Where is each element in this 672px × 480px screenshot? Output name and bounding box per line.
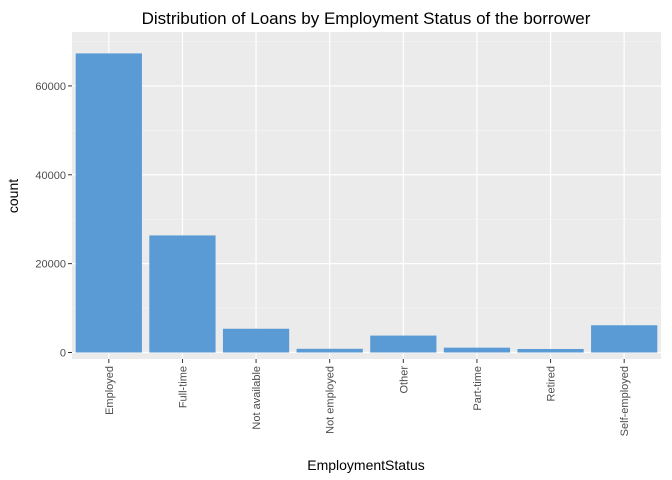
bar-full-time [149,235,216,353]
y-axis: 0 20000 40000 60000 [35,81,72,360]
x-tick-label: Employed [104,366,116,415]
x-axis: Employed Full-time Not available Not employ… [104,359,631,436]
bar-employed [75,53,142,353]
bar-not-available [222,328,290,353]
x-tick-label: Retired [546,366,558,401]
y-axis-title: count [5,179,21,213]
bar-other [370,335,437,353]
x-tick-label: Not employed [325,366,337,434]
bars [75,53,658,353]
x-tick-label: Other [398,366,410,394]
x-tick-label: Full-time [177,366,189,408]
bar-not-employed [296,348,363,353]
bar-part-time [443,347,511,353]
x-axis-title: EmploymentStatus [307,457,425,473]
x-tick-label: Self-employed [619,366,631,436]
y-tick-label: 60000 [35,81,66,93]
chart-title: Distribution of Loans by Employment Stat… [142,9,591,28]
y-tick-label: 0 [60,348,66,360]
x-tick-label: Not available [251,366,263,430]
bar-retired [517,348,584,353]
y-tick-label: 20000 [35,259,66,271]
y-tick-label: 40000 [35,170,66,182]
bar-self-employed [591,325,658,353]
x-tick-label: Part-time [472,366,484,411]
